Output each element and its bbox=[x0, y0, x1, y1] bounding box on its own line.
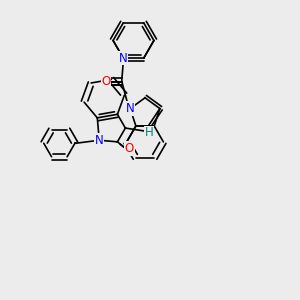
Text: O: O bbox=[125, 142, 134, 155]
Text: O: O bbox=[102, 75, 111, 88]
Text: N: N bbox=[126, 102, 135, 115]
Text: N: N bbox=[95, 134, 103, 147]
Text: N: N bbox=[119, 52, 128, 65]
Text: H: H bbox=[144, 126, 153, 140]
